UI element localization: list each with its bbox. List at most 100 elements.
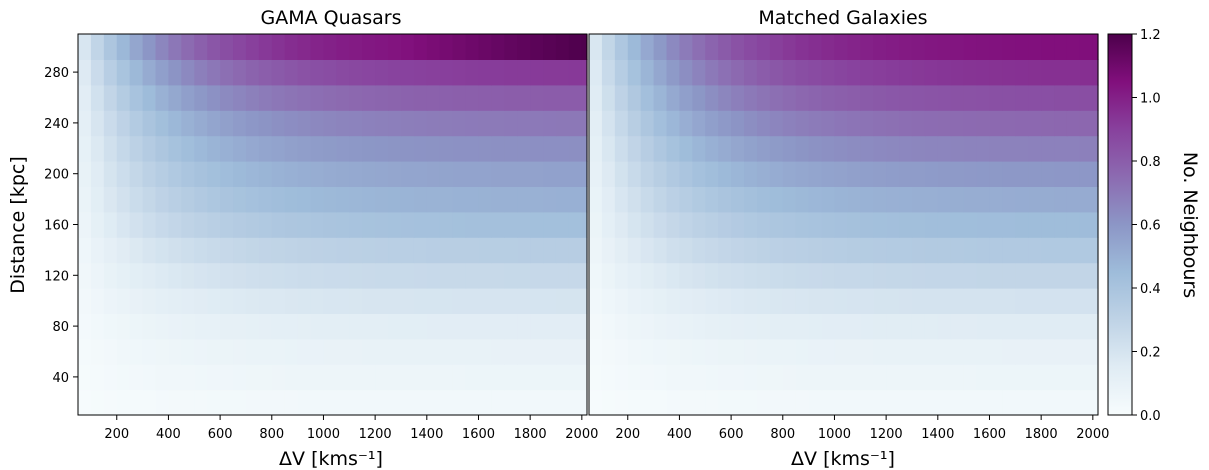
heatmap-cell <box>911 135 926 162</box>
heatmap-cell <box>517 84 531 111</box>
heatmap-cell <box>640 313 655 340</box>
panel-gama-quasars: GAMA Quasars 200 400 600 800 1000 1200 1400 160… <box>7 7 598 470</box>
heatmap-cell <box>426 338 441 365</box>
heatmap-cell <box>769 288 784 314</box>
heatmap-cell <box>886 288 900 314</box>
heatmap-cell <box>78 211 92 238</box>
colorbar-tick-label: 0.6 <box>1140 219 1161 234</box>
heatmap-cell <box>245 186 260 213</box>
heatmap-cell <box>258 389 273 416</box>
heatmap-cell <box>181 161 195 187</box>
heatmap-cell <box>873 135 887 162</box>
heatmap-cell <box>388 364 402 391</box>
heatmap-cell <box>976 313 991 340</box>
heatmap-cell <box>336 211 350 238</box>
heatmap-cell <box>530 389 544 416</box>
heatmap-cell <box>679 313 693 340</box>
heatmap-cell <box>1028 59 1042 86</box>
heatmap-cell <box>679 338 693 365</box>
heatmap-cell <box>504 110 518 137</box>
heatmap-cell <box>168 34 182 60</box>
heatmap-cell <box>718 237 732 264</box>
heatmap-cell <box>284 364 299 391</box>
heatmap-cell <box>271 110 286 137</box>
heatmap-cell <box>1041 135 1055 162</box>
heatmap-cell <box>808 364 823 391</box>
heatmap-cell <box>731 84 745 111</box>
heatmap-cell <box>555 186 570 213</box>
heatmap-cell <box>808 161 823 187</box>
heatmap-cell <box>465 338 480 365</box>
heatmap-cell <box>834 288 848 314</box>
heatmap-cell <box>245 288 260 314</box>
heatmap-cell <box>653 288 668 314</box>
heatmap-cell <box>465 288 480 314</box>
heatmap-cell <box>465 364 480 391</box>
heatmap-cell <box>504 262 518 289</box>
heatmap-cell <box>581 288 588 314</box>
heatmap-cell <box>478 135 493 162</box>
heatmap-cell <box>899 186 913 213</box>
heatmap-cell <box>271 389 286 416</box>
heatmap-cell <box>989 364 1004 391</box>
heatmap-cell <box>375 288 389 314</box>
heatmap-cell <box>976 237 991 264</box>
heatmap-cell <box>155 288 170 314</box>
heatmap-cell <box>808 389 823 416</box>
heatmap-cell <box>155 110 170 137</box>
heatmap-cell <box>310 84 325 111</box>
heatmap-cell <box>821 84 836 111</box>
heatmap-cell <box>349 135 363 162</box>
heatmap-cell <box>692 262 706 289</box>
heatmap-cell <box>504 338 518 365</box>
heatmap-cell <box>1079 34 1094 60</box>
heatmap-cell <box>808 288 823 314</box>
heatmap-cell <box>271 59 286 86</box>
heatmap-cell <box>478 288 493 314</box>
heatmap-cell <box>517 59 531 86</box>
heatmap-cell <box>375 110 389 137</box>
heatmap-cell <box>614 262 629 289</box>
heatmap-cell <box>1092 211 1099 238</box>
heatmap-cell <box>899 34 913 60</box>
heatmap-cell <box>310 313 325 340</box>
heatmap-cell <box>640 34 655 60</box>
heatmap-cell <box>873 313 887 340</box>
heatmap-cell <box>640 237 655 264</box>
heatmap-cell <box>388 237 402 264</box>
heatmap-cell <box>258 135 273 162</box>
x-axis-label: ΔV [kms⁻¹] <box>279 448 383 470</box>
heatmap-cell <box>336 161 350 187</box>
heatmap-cell <box>976 135 991 162</box>
heatmap-cell <box>679 34 693 60</box>
heatmap-cell <box>491 338 505 365</box>
heatmap-cell <box>129 186 144 213</box>
heatmap-cell <box>504 59 518 86</box>
heatmap-cell <box>756 110 771 137</box>
heatmap-cell <box>614 389 629 416</box>
heatmap-cell <box>1079 389 1094 416</box>
heatmap-cell <box>310 288 325 314</box>
heatmap-cell <box>491 313 505 340</box>
heatmap-cell <box>530 237 544 264</box>
heatmap-cell <box>937 110 952 137</box>
heatmap-cell <box>220 161 234 187</box>
heatmap-cell <box>756 211 771 238</box>
heatmap-cell <box>718 364 732 391</box>
heatmap-cell <box>950 389 965 416</box>
heatmap-cell <box>568 389 583 416</box>
heatmap-cell <box>1002 237 1016 264</box>
y-tick-label: 40 <box>52 371 69 386</box>
heatmap-cell <box>362 59 376 86</box>
heatmap-cell <box>349 338 363 365</box>
heatmap-cell <box>310 161 325 187</box>
heatmap-cell <box>1015 288 1029 314</box>
heatmap-cell <box>1041 59 1055 86</box>
heatmap-cell <box>808 211 823 238</box>
y-axis-label: Distance [kpc] <box>7 156 29 293</box>
heatmap-cell <box>1015 364 1029 391</box>
heatmap-cell <box>924 186 939 213</box>
heatmap-cell <box>860 34 874 60</box>
heatmap-cell <box>1041 186 1055 213</box>
heatmap-cell <box>731 313 745 340</box>
